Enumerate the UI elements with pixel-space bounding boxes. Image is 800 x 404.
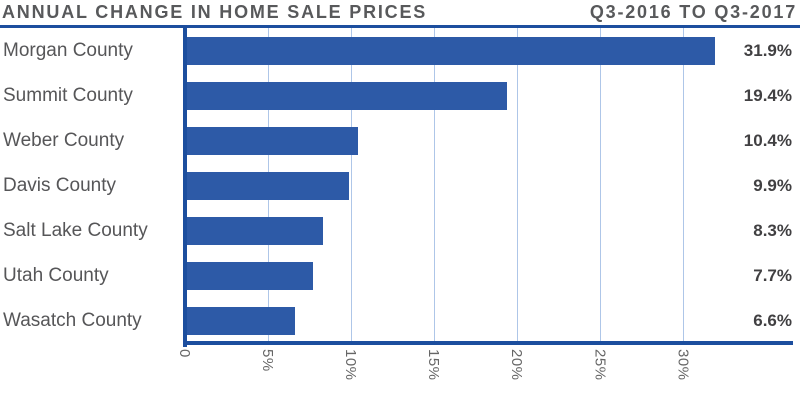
bar-wasatch-county <box>185 306 295 335</box>
gridline-30% <box>682 28 684 343</box>
value-label-salt-lake-county: 8.3% <box>753 220 792 240</box>
bar-davis-county <box>185 171 350 200</box>
y-axis-line <box>183 28 187 347</box>
bar-weber-county <box>185 126 358 155</box>
bar-summit-county <box>185 81 508 110</box>
bar-utah-county <box>185 261 313 290</box>
value-label-summit-county: 19.4% <box>743 85 792 105</box>
category-label-utah-county: Utah County <box>3 264 109 286</box>
bar-salt-lake-county <box>185 216 323 245</box>
gridline-15% <box>433 28 435 343</box>
category-label-weber-county: Weber County <box>3 129 125 151</box>
value-label-wasatch-county: 6.6% <box>753 310 792 330</box>
category-label-wasatch-county: Wasatch County <box>3 309 142 331</box>
value-label-davis-county: 9.9% <box>753 175 792 195</box>
header-underline <box>0 25 800 28</box>
gridline-25% <box>599 28 601 343</box>
category-label-morgan-county: Morgan County <box>3 39 133 61</box>
chart-title: ANNUAL CHANGE IN HOME SALE PRICES <box>2 2 428 22</box>
category-label-davis-county: Davis County <box>3 174 116 196</box>
category-label-summit-county: Summit County <box>3 84 133 106</box>
x-tick-label: 15% <box>425 349 443 381</box>
category-label-salt-lake-county: Salt Lake County <box>3 219 148 241</box>
x-tick-label: 20% <box>508 349 526 381</box>
gridline-20% <box>516 28 518 343</box>
x-tick-label: 5% <box>259 349 277 372</box>
x-tick-label: 10% <box>342 349 360 381</box>
x-tick-label: 30% <box>674 349 692 381</box>
value-label-weber-county: 10.4% <box>743 130 792 150</box>
value-label-utah-county: 7.7% <box>753 265 792 285</box>
x-axis-line <box>183 341 793 345</box>
gridline-10% <box>350 28 352 343</box>
chart-period: Q3-2016 TO Q3-2017 <box>589 2 797 22</box>
x-tick-label: 25% <box>591 349 609 381</box>
x-tick-label: 0 <box>176 349 193 358</box>
value-label-morgan-county: 31.9% <box>743 40 792 60</box>
bar-morgan-county <box>185 36 715 65</box>
